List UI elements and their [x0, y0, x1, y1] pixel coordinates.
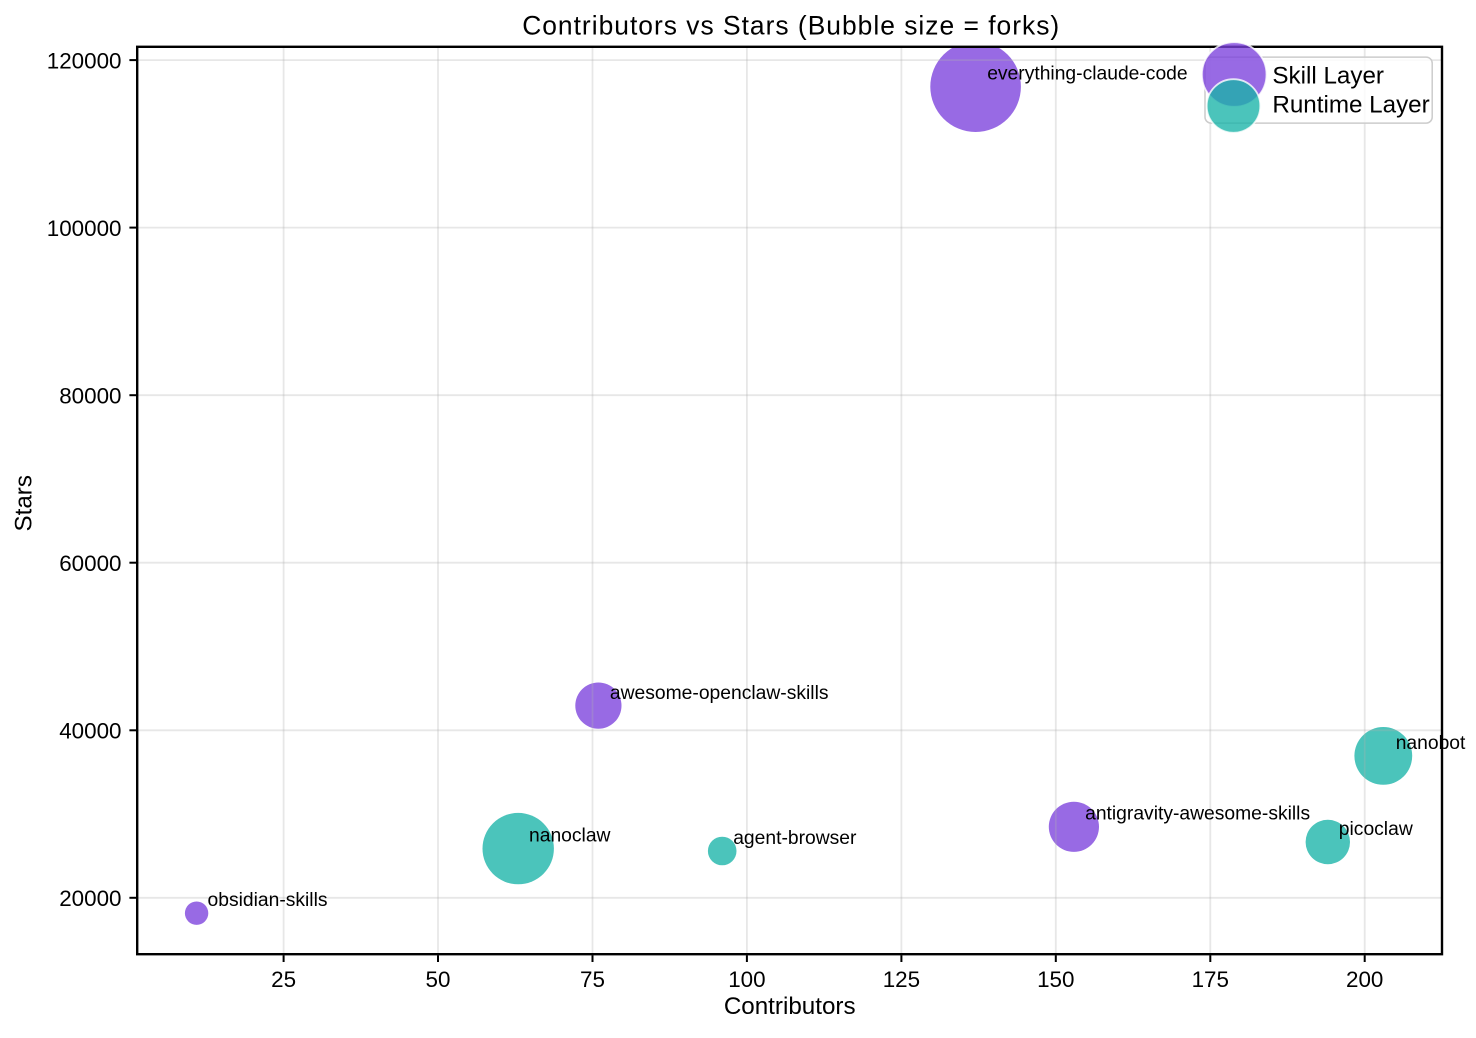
svg-text:Skill Layer: Skill Layer: [1272, 62, 1384, 89]
svg-text:nanoclaw: nanoclaw: [529, 826, 611, 847]
svg-text:antigravity-awesome-skills: antigravity-awesome-skills: [1085, 804, 1310, 825]
svg-text:Stars: Stars: [10, 475, 37, 531]
svg-text:nanobot: nanobot: [1396, 733, 1466, 754]
svg-text:agent-browser: agent-browser: [733, 828, 857, 849]
svg-text:120000: 120000: [47, 48, 122, 73]
svg-text:everything-claude-code: everything-claude-code: [987, 64, 1187, 85]
svg-text:25: 25: [271, 967, 296, 992]
svg-text:Contributors: Contributors: [724, 993, 856, 1020]
svg-text:awesome-openclaw-skills: awesome-openclaw-skills: [610, 683, 829, 704]
svg-text:Runtime Layer: Runtime Layer: [1272, 92, 1429, 119]
svg-text:175: 175: [1192, 967, 1229, 992]
svg-text:40000: 40000: [59, 719, 121, 744]
svg-text:obsidian-skills: obsidian-skills: [208, 890, 328, 911]
svg-text:80000: 80000: [59, 383, 121, 408]
svg-text:150: 150: [1037, 967, 1074, 992]
svg-text:60000: 60000: [59, 551, 121, 576]
svg-text:125: 125: [883, 967, 920, 992]
svg-text:50: 50: [426, 967, 451, 992]
svg-text:100000: 100000: [47, 216, 122, 241]
svg-text:Contributors vs Stars (Bubble: Contributors vs Stars (Bubble size = for…: [522, 10, 1060, 40]
svg-text:75: 75: [580, 967, 605, 992]
svg-text:picoclaw: picoclaw: [1339, 819, 1413, 840]
svg-text:200: 200: [1346, 967, 1383, 992]
svg-text:100: 100: [728, 967, 765, 992]
svg-text:20000: 20000: [59, 886, 121, 911]
